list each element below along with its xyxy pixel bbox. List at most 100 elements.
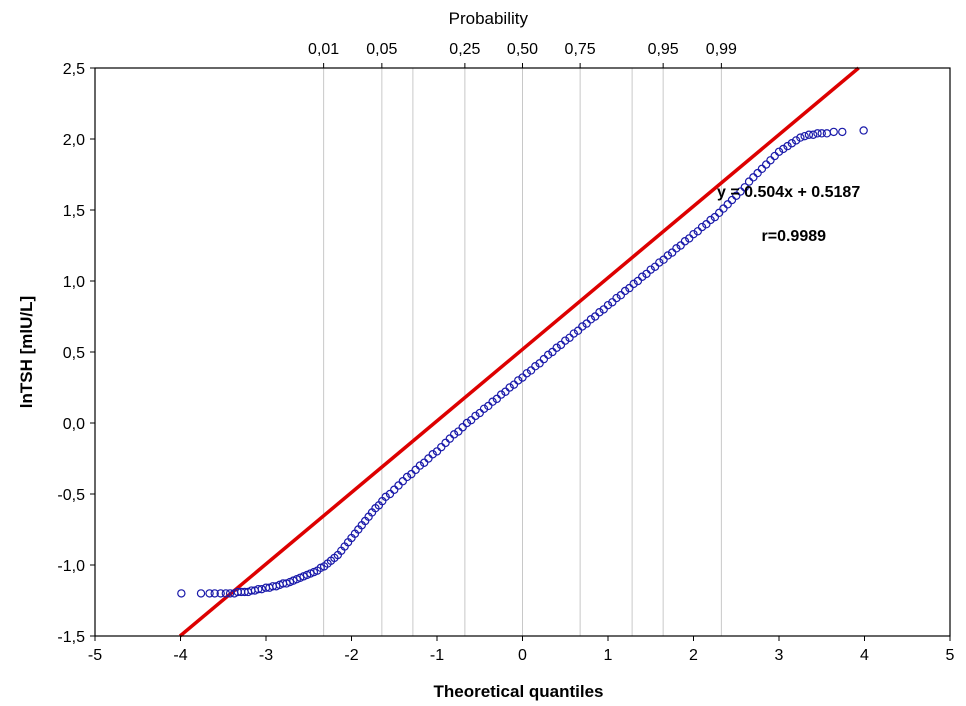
data-point — [216, 589, 225, 598]
data-point — [565, 333, 574, 342]
data-point — [424, 454, 433, 463]
data-point — [522, 369, 531, 378]
data-point — [736, 187, 745, 196]
data-point — [809, 130, 818, 139]
x-tick-label: 3 — [775, 647, 784, 664]
data-point — [732, 191, 741, 200]
data-point — [582, 319, 591, 328]
data-point — [804, 130, 814, 139]
y-tick-label: 2,5 — [63, 61, 85, 78]
data-point — [428, 450, 437, 459]
data-point — [710, 212, 720, 222]
data-point — [655, 258, 664, 267]
data-point — [505, 383, 514, 392]
y-tick-label: 1,0 — [63, 274, 85, 291]
y-tick-label: -0,5 — [57, 487, 85, 504]
data-point — [467, 415, 476, 425]
data-point — [766, 156, 775, 165]
data-points — [177, 126, 868, 598]
data-point — [620, 286, 630, 296]
data-point — [753, 168, 762, 178]
probability-tick-label: 0,25 — [449, 41, 480, 58]
data-point — [787, 139, 797, 148]
data-point — [689, 229, 698, 239]
data-point — [177, 589, 186, 598]
data-point — [693, 227, 702, 236]
data-point — [680, 237, 690, 246]
data-point — [441, 438, 450, 448]
data-point — [791, 136, 801, 145]
data-point — [676, 241, 685, 250]
probability-tick-label: 0,01 — [308, 41, 339, 58]
data-point — [667, 248, 677, 257]
probability-tick-label: 0,95 — [648, 41, 679, 58]
regression-fit-line — [178, 66, 860, 638]
axis-ticks — [90, 63, 951, 641]
data-point — [599, 305, 608, 314]
probability-tick-label: 0,75 — [565, 41, 596, 58]
data-point — [437, 442, 446, 452]
data-point — [629, 279, 638, 289]
correlation-annotation: r=0.9989 — [762, 228, 827, 245]
data-point — [535, 359, 544, 368]
data-point — [800, 131, 809, 141]
x-tick-label: 0 — [518, 647, 527, 664]
data-point — [569, 329, 579, 338]
data-point — [616, 291, 626, 300]
data-point — [779, 144, 788, 154]
data-point — [445, 434, 455, 443]
data-point — [603, 300, 613, 310]
data-point — [556, 340, 566, 350]
data-point — [196, 589, 206, 598]
data-point — [650, 262, 660, 271]
data-point — [471, 411, 480, 421]
x-tick-label: 5 — [946, 647, 955, 664]
y-axis-title: lnTSH [mlU/L] — [17, 296, 36, 408]
data-point — [454, 427, 463, 436]
data-point — [526, 366, 536, 375]
data-point — [723, 200, 732, 209]
probability-tick-label: 0,05 — [366, 41, 397, 58]
data-point — [714, 208, 724, 218]
data-point — [381, 492, 390, 502]
data-point — [531, 362, 540, 371]
data-point — [663, 251, 673, 260]
data-point — [783, 141, 792, 151]
data-point — [685, 234, 694, 243]
data-point — [402, 472, 412, 482]
data-point — [205, 589, 214, 598]
x-tick-label: 2 — [689, 647, 698, 664]
data-point — [744, 177, 754, 186]
y-tick-label: 0,5 — [63, 345, 85, 362]
data-point — [552, 343, 561, 352]
data-point — [518, 373, 527, 382]
data-point — [642, 269, 651, 279]
y-tick-label: -1,5 — [57, 629, 85, 646]
data-point — [829, 127, 838, 137]
data-point — [475, 408, 484, 418]
data-point — [484, 401, 493, 411]
x-tick-label: -4 — [173, 647, 187, 664]
x-tick-label: -3 — [259, 647, 273, 664]
data-point — [595, 308, 604, 317]
data-point — [719, 204, 728, 213]
x-tick-label: 4 — [860, 647, 869, 664]
data-point — [419, 458, 429, 467]
x-tick-label: -2 — [344, 647, 358, 664]
data-point — [398, 477, 407, 486]
probability-gridlines — [323, 68, 722, 636]
data-point — [796, 133, 805, 142]
data-point — [432, 447, 442, 456]
data-point — [586, 315, 596, 324]
data-point — [578, 322, 587, 331]
data-point — [221, 589, 231, 598]
x-tick-label: -5 — [88, 647, 102, 664]
data-point — [509, 380, 519, 389]
x-tick-label: 1 — [604, 647, 613, 664]
data-point — [573, 326, 583, 335]
data-point — [225, 589, 235, 598]
data-point — [702, 219, 711, 229]
data-point — [612, 293, 621, 303]
data-point — [407, 469, 416, 479]
